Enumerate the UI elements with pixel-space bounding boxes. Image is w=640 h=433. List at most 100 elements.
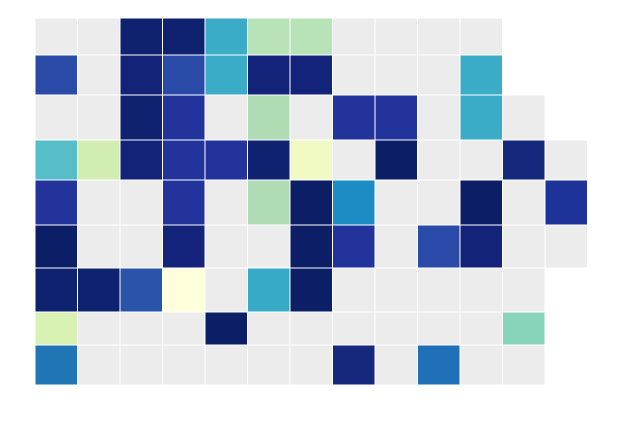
- county: [459, 94, 503, 141]
- county: [459, 54, 503, 96]
- county: [289, 54, 333, 96]
- county: [332, 54, 376, 96]
- county: [77, 179, 121, 226]
- county: [459, 17, 503, 56]
- county: [162, 224, 206, 269]
- county: [289, 344, 333, 386]
- county: [417, 139, 461, 181]
- county: [374, 94, 418, 141]
- county: [502, 267, 546, 313]
- county: [204, 139, 248, 181]
- county: [77, 344, 121, 386]
- county: [459, 224, 503, 269]
- county: [204, 17, 248, 56]
- county: [77, 94, 121, 141]
- county: [374, 267, 418, 313]
- county: [417, 94, 461, 141]
- county: [34, 54, 78, 96]
- county: [162, 54, 206, 96]
- county: [502, 179, 546, 226]
- county: [247, 179, 291, 226]
- county: [204, 94, 248, 141]
- county: [34, 344, 78, 386]
- county: [417, 179, 461, 226]
- county: [119, 94, 163, 141]
- county: [119, 344, 163, 386]
- county: [77, 311, 121, 346]
- county: [162, 179, 206, 226]
- county: [162, 17, 206, 56]
- county: [119, 17, 163, 56]
- county: [417, 267, 461, 313]
- county: [247, 139, 291, 181]
- county: [247, 224, 291, 269]
- county: [417, 17, 461, 56]
- county: [204, 224, 248, 269]
- county: [204, 54, 248, 96]
- county: [332, 311, 376, 346]
- county: [34, 139, 78, 181]
- county: [332, 94, 376, 141]
- county: [289, 17, 333, 56]
- county: [119, 267, 163, 313]
- county: [77, 139, 121, 181]
- county: [162, 344, 206, 386]
- county: [374, 17, 418, 56]
- county: [77, 224, 121, 269]
- county: [544, 139, 588, 181]
- county: [204, 179, 248, 226]
- county: [162, 267, 206, 313]
- county: [332, 224, 376, 269]
- county: [459, 139, 503, 181]
- county: [289, 311, 333, 346]
- county: [77, 17, 121, 56]
- county: [247, 17, 291, 56]
- county: [247, 267, 291, 313]
- county: [162, 311, 206, 346]
- county: [332, 179, 376, 226]
- county: [289, 139, 333, 181]
- county: [289, 267, 333, 313]
- county: [544, 179, 588, 226]
- county: [289, 224, 333, 269]
- county: [374, 54, 418, 96]
- county: [34, 179, 78, 226]
- county: [459, 179, 503, 226]
- county: [502, 344, 546, 386]
- county: [374, 224, 418, 269]
- county: [247, 94, 291, 141]
- county: [119, 54, 163, 96]
- county: [247, 311, 291, 346]
- county: [459, 311, 503, 346]
- county: [502, 224, 546, 269]
- county: [247, 54, 291, 96]
- county: [77, 54, 121, 96]
- county: [162, 139, 206, 181]
- county: [332, 344, 376, 386]
- county: [502, 311, 546, 346]
- county: [34, 311, 78, 346]
- county: [502, 139, 546, 181]
- county: [374, 344, 418, 386]
- county: [204, 267, 248, 313]
- county: [289, 179, 333, 226]
- county: [34, 17, 78, 56]
- county: [417, 311, 461, 346]
- county: [119, 139, 163, 181]
- county: [374, 139, 418, 181]
- county: [34, 224, 78, 269]
- county: [332, 17, 376, 56]
- county: [502, 94, 546, 141]
- county: [544, 224, 588, 269]
- county: [332, 267, 376, 313]
- county: [417, 54, 461, 96]
- county: [332, 139, 376, 181]
- county: [204, 344, 248, 386]
- county: [119, 311, 163, 346]
- county: [289, 94, 333, 141]
- county: [374, 311, 418, 346]
- county: [34, 267, 78, 313]
- county: [119, 224, 163, 269]
- county: [247, 344, 291, 386]
